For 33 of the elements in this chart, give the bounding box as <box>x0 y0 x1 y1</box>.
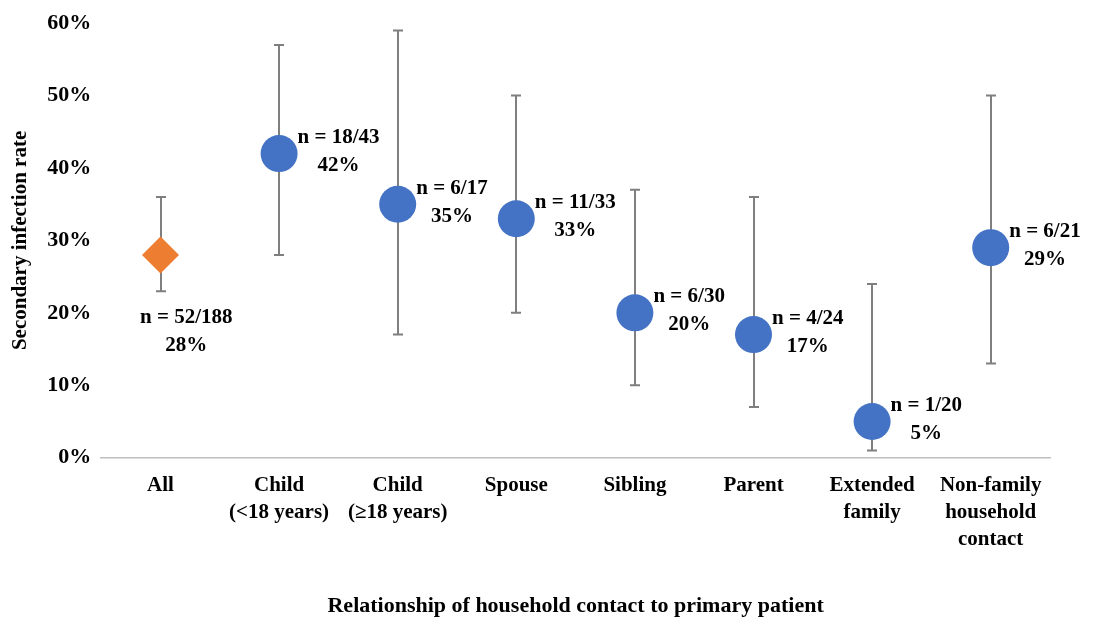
point <box>379 185 417 223</box>
x-tick-label: All <box>147 471 175 496</box>
y-tick-label: 20% <box>47 298 92 324</box>
x-tick-label: Non-family household contact <box>939 471 1042 551</box>
x-tick-label: Child (<18 years) <box>229 471 330 524</box>
point <box>735 316 772 354</box>
y-tick-label: 0% <box>58 443 92 469</box>
point <box>142 236 179 274</box>
data-label: n = 1/20 5% <box>890 391 963 444</box>
point <box>972 229 1010 267</box>
x-tick-label: Child (≥18 years) <box>347 471 448 524</box>
data-label: n = 6/17 35% <box>416 174 488 227</box>
point <box>853 402 891 440</box>
data-label: n = 6/21 29% <box>1009 218 1081 271</box>
x-tick-label: Parent <box>723 471 784 496</box>
data-label: n = 52/188 28% <box>140 303 233 356</box>
y-tick-label: 40% <box>47 153 92 179</box>
point <box>497 200 535 238</box>
data-label: n = 18/43 42% <box>297 123 380 176</box>
x-axis-title: Relationship of household contact to primary patient <box>327 592 825 618</box>
y-tick-label: 50% <box>47 81 92 107</box>
data-label: n = 11/33 33% <box>534 189 616 242</box>
point <box>616 294 654 332</box>
x-tick-label: Extended family <box>829 471 916 524</box>
x-tick-label: Spouse <box>484 471 548 496</box>
point <box>260 135 298 173</box>
y-tick-label: 10% <box>47 370 92 396</box>
data-label: n = 6/30 20% <box>653 283 725 336</box>
y-tick-label: 30% <box>47 226 92 252</box>
data-label: n = 4/24 17% <box>772 305 844 358</box>
y-axis-title: Secondary infection rate <box>7 130 32 351</box>
y-tick-label: 60% <box>47 8 92 34</box>
x-tick-label: Sibling <box>603 471 667 496</box>
